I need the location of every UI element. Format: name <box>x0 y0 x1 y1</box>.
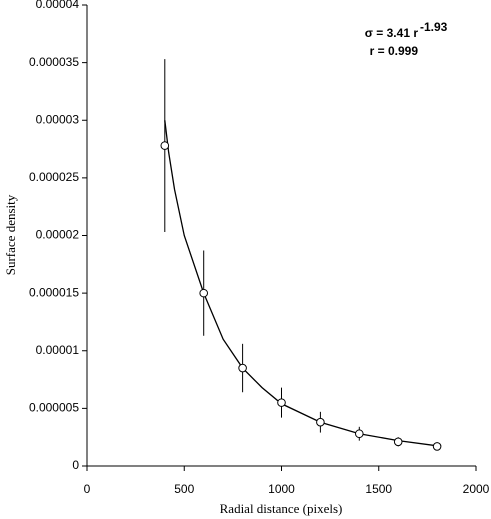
fit-curve <box>164 120 438 447</box>
y-tick-label: 0.000035 <box>29 55 79 69</box>
y-tick-label: 0.000005 <box>29 401 79 415</box>
x-tick-label: 500 <box>174 482 194 496</box>
data-point <box>160 141 170 150</box>
y-axis-label: Surface density <box>3 194 18 275</box>
y-tick-label: 0.000025 <box>29 170 79 184</box>
fit-exponent: -1.93 <box>420 20 448 34</box>
fit-correlation: r = 0.999 <box>370 44 419 58</box>
y-tick-label: 0.000015 <box>29 285 79 299</box>
y-tick-label: 0.00003 <box>36 112 80 126</box>
data-point <box>316 417 325 427</box>
x-tick-label: 0 <box>84 482 91 496</box>
y-tick-label: 0.00004 <box>36 0 80 11</box>
data-point <box>355 429 364 439</box>
y-tick-label: 0 <box>72 458 79 472</box>
data-point <box>199 288 208 298</box>
data-point <box>238 363 247 373</box>
fit-equation: σ = 3.41 r <box>365 26 419 40</box>
y-tick-label: 0.00002 <box>36 228 80 242</box>
x-axis-label: Radial distance (pixels) <box>220 501 343 516</box>
data-point <box>277 398 286 407</box>
x-tick-label: 2000 <box>463 482 490 496</box>
x-tick-label: 1500 <box>365 482 392 496</box>
x-tick-label: 1000 <box>268 482 295 496</box>
data-point <box>432 442 442 451</box>
data-point <box>393 437 403 447</box>
y-tick-label: 0.00001 <box>36 343 80 357</box>
